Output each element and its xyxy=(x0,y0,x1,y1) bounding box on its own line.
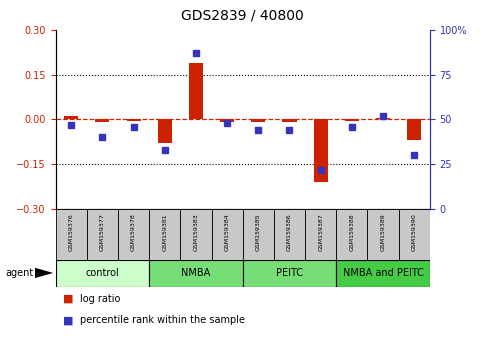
Bar xyxy=(95,120,109,122)
Bar xyxy=(180,209,212,260)
Bar xyxy=(376,118,390,120)
Bar xyxy=(56,209,87,260)
Text: GSM159383: GSM159383 xyxy=(193,213,199,251)
Text: GSM159387: GSM159387 xyxy=(318,213,323,251)
Bar xyxy=(87,209,118,260)
Bar xyxy=(212,209,242,260)
Text: log ratio: log ratio xyxy=(80,294,120,304)
Text: GSM159378: GSM159378 xyxy=(131,213,136,251)
Bar xyxy=(274,209,305,260)
Bar xyxy=(127,120,141,121)
Text: control: control xyxy=(85,268,119,279)
Text: GSM159385: GSM159385 xyxy=(256,213,261,251)
Bar xyxy=(283,120,297,122)
Bar xyxy=(398,209,430,260)
Bar xyxy=(64,116,78,120)
Bar xyxy=(345,120,359,121)
Text: GSM159377: GSM159377 xyxy=(100,213,105,251)
Bar xyxy=(189,63,203,120)
Bar xyxy=(56,260,149,287)
Text: NMBA: NMBA xyxy=(181,268,211,279)
Bar xyxy=(368,209,398,260)
Text: GSM159384: GSM159384 xyxy=(225,213,229,251)
Bar xyxy=(149,209,180,260)
Text: ■: ■ xyxy=(63,294,73,304)
Text: percentile rank within the sample: percentile rank within the sample xyxy=(80,315,245,325)
Text: GSM159386: GSM159386 xyxy=(287,213,292,251)
Text: NMBA and PEITC: NMBA and PEITC xyxy=(342,268,424,279)
Text: GDS2839 / 40800: GDS2839 / 40800 xyxy=(181,9,304,23)
Bar xyxy=(305,209,336,260)
Text: agent: agent xyxy=(6,268,34,278)
Text: PEITC: PEITC xyxy=(276,268,303,279)
Text: GSM159381: GSM159381 xyxy=(162,213,167,251)
Bar xyxy=(407,120,421,140)
Bar xyxy=(118,209,149,260)
Text: ■: ■ xyxy=(63,315,73,325)
Bar xyxy=(336,209,368,260)
Bar xyxy=(242,209,274,260)
Text: GSM159389: GSM159389 xyxy=(381,213,385,251)
Bar xyxy=(158,120,172,143)
Text: GSM159388: GSM159388 xyxy=(349,213,355,251)
Bar xyxy=(251,120,265,122)
Bar xyxy=(313,120,327,182)
Bar xyxy=(149,260,242,287)
Bar xyxy=(336,260,430,287)
Text: GSM159390: GSM159390 xyxy=(412,213,417,251)
Bar xyxy=(220,120,234,122)
Polygon shape xyxy=(35,268,53,278)
Text: GSM159376: GSM159376 xyxy=(69,213,73,251)
Bar xyxy=(242,260,336,287)
